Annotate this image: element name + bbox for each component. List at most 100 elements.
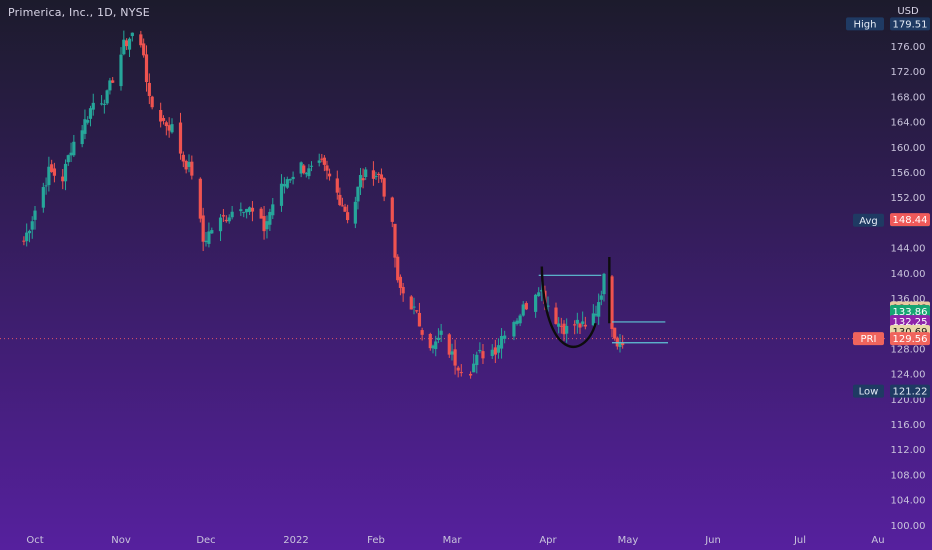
candle[interactable] bbox=[288, 178, 292, 184]
candle[interactable] bbox=[230, 206, 234, 220]
candle[interactable] bbox=[122, 30, 126, 56]
candle[interactable] bbox=[239, 202, 243, 217]
candle[interactable] bbox=[242, 211, 246, 218]
candle[interactable] bbox=[456, 365, 460, 378]
candle[interactable] bbox=[503, 330, 507, 344]
candle[interactable] bbox=[181, 151, 185, 168]
cup-arc-drawing[interactable] bbox=[540, 266, 597, 348]
candle[interactable] bbox=[224, 215, 228, 223]
candle[interactable] bbox=[250, 201, 255, 222]
candle[interactable] bbox=[468, 371, 473, 379]
candle[interactable] bbox=[80, 124, 84, 148]
candle[interactable] bbox=[307, 164, 311, 180]
candle[interactable] bbox=[335, 170, 339, 200]
candle[interactable] bbox=[247, 206, 252, 216]
candle[interactable] bbox=[144, 45, 149, 92]
candle[interactable] bbox=[453, 339, 457, 375]
candle[interactable] bbox=[613, 327, 617, 341]
candle[interactable] bbox=[161, 115, 166, 125]
candle[interactable] bbox=[52, 162, 57, 183]
candle[interactable] bbox=[621, 335, 625, 349]
candle[interactable] bbox=[262, 206, 266, 240]
candles-layer[interactable] bbox=[22, 30, 625, 379]
candle[interactable] bbox=[393, 223, 397, 268]
candle[interactable] bbox=[450, 343, 454, 361]
candle[interactable] bbox=[327, 168, 332, 181]
candle[interactable] bbox=[61, 169, 65, 190]
candle[interactable] bbox=[371, 161, 376, 186]
candle[interactable] bbox=[291, 171, 295, 185]
candle[interactable] bbox=[63, 159, 68, 191]
candle[interactable] bbox=[282, 177, 286, 194]
candle[interactable] bbox=[409, 295, 413, 310]
candle[interactable] bbox=[521, 301, 525, 317]
candle[interactable] bbox=[111, 77, 115, 84]
candle[interactable] bbox=[320, 153, 324, 163]
candle[interactable] bbox=[72, 134, 76, 157]
candle[interactable] bbox=[534, 293, 538, 318]
candle[interactable] bbox=[475, 351, 479, 374]
candle[interactable] bbox=[265, 215, 269, 239]
candle[interactable] bbox=[69, 142, 73, 163]
candle[interactable] bbox=[27, 229, 32, 243]
candle[interactable] bbox=[524, 301, 528, 311]
candle[interactable] bbox=[343, 203, 347, 212]
candle[interactable] bbox=[499, 328, 504, 359]
candle[interactable] bbox=[610, 275, 614, 338]
candle[interactable] bbox=[379, 168, 384, 183]
candle[interactable] bbox=[537, 287, 541, 297]
candle[interactable] bbox=[271, 197, 275, 219]
candle[interactable] bbox=[184, 159, 188, 174]
candle[interactable] bbox=[578, 322, 582, 334]
candle[interactable] bbox=[127, 37, 132, 57]
candle[interactable] bbox=[147, 73, 151, 105]
candle[interactable] bbox=[302, 164, 306, 175]
candle[interactable] bbox=[436, 328, 441, 344]
candle[interactable] bbox=[390, 196, 394, 228]
candle[interactable] bbox=[164, 120, 168, 136]
candle[interactable] bbox=[459, 364, 463, 377]
candle[interactable] bbox=[591, 304, 595, 327]
candle[interactable] bbox=[139, 30, 143, 48]
candle[interactable] bbox=[285, 176, 289, 189]
candle[interactable] bbox=[259, 207, 263, 219]
candle[interactable] bbox=[493, 339, 497, 364]
candle[interactable] bbox=[22, 236, 26, 246]
candle[interactable] bbox=[170, 118, 174, 134]
candle[interactable] bbox=[377, 172, 381, 184]
candle[interactable] bbox=[472, 354, 476, 373]
candle[interactable] bbox=[187, 154, 191, 173]
candle[interactable] bbox=[227, 214, 231, 224]
candle[interactable] bbox=[496, 338, 501, 359]
candle[interactable] bbox=[575, 312, 579, 334]
candle[interactable] bbox=[221, 208, 226, 222]
candle[interactable] bbox=[125, 38, 129, 51]
candle[interactable] bbox=[374, 171, 378, 180]
candle[interactable] bbox=[338, 187, 342, 207]
candle[interactable] bbox=[245, 208, 249, 219]
candle[interactable] bbox=[361, 168, 365, 189]
candle[interactable] bbox=[562, 320, 566, 341]
candle[interactable] bbox=[583, 316, 587, 330]
candle[interactable] bbox=[309, 161, 314, 172]
candle[interactable] bbox=[91, 93, 95, 116]
candle[interactable] bbox=[557, 317, 561, 334]
candle[interactable] bbox=[88, 105, 93, 127]
candle[interactable] bbox=[204, 232, 208, 247]
candle[interactable] bbox=[358, 167, 363, 196]
candle[interactable] bbox=[25, 223, 29, 247]
candle[interactable] bbox=[398, 274, 403, 296]
candle[interactable] bbox=[364, 167, 368, 181]
candle[interactable] bbox=[325, 160, 329, 180]
candle[interactable] bbox=[599, 290, 603, 306]
candle[interactable] bbox=[268, 208, 272, 231]
candle[interactable] bbox=[66, 154, 70, 166]
candle[interactable] bbox=[99, 95, 104, 106]
candle[interactable] bbox=[44, 177, 48, 195]
candle[interactable] bbox=[33, 205, 37, 230]
candle[interactable] bbox=[515, 318, 519, 326]
candle[interactable] bbox=[47, 156, 51, 192]
candle[interactable] bbox=[412, 297, 416, 315]
